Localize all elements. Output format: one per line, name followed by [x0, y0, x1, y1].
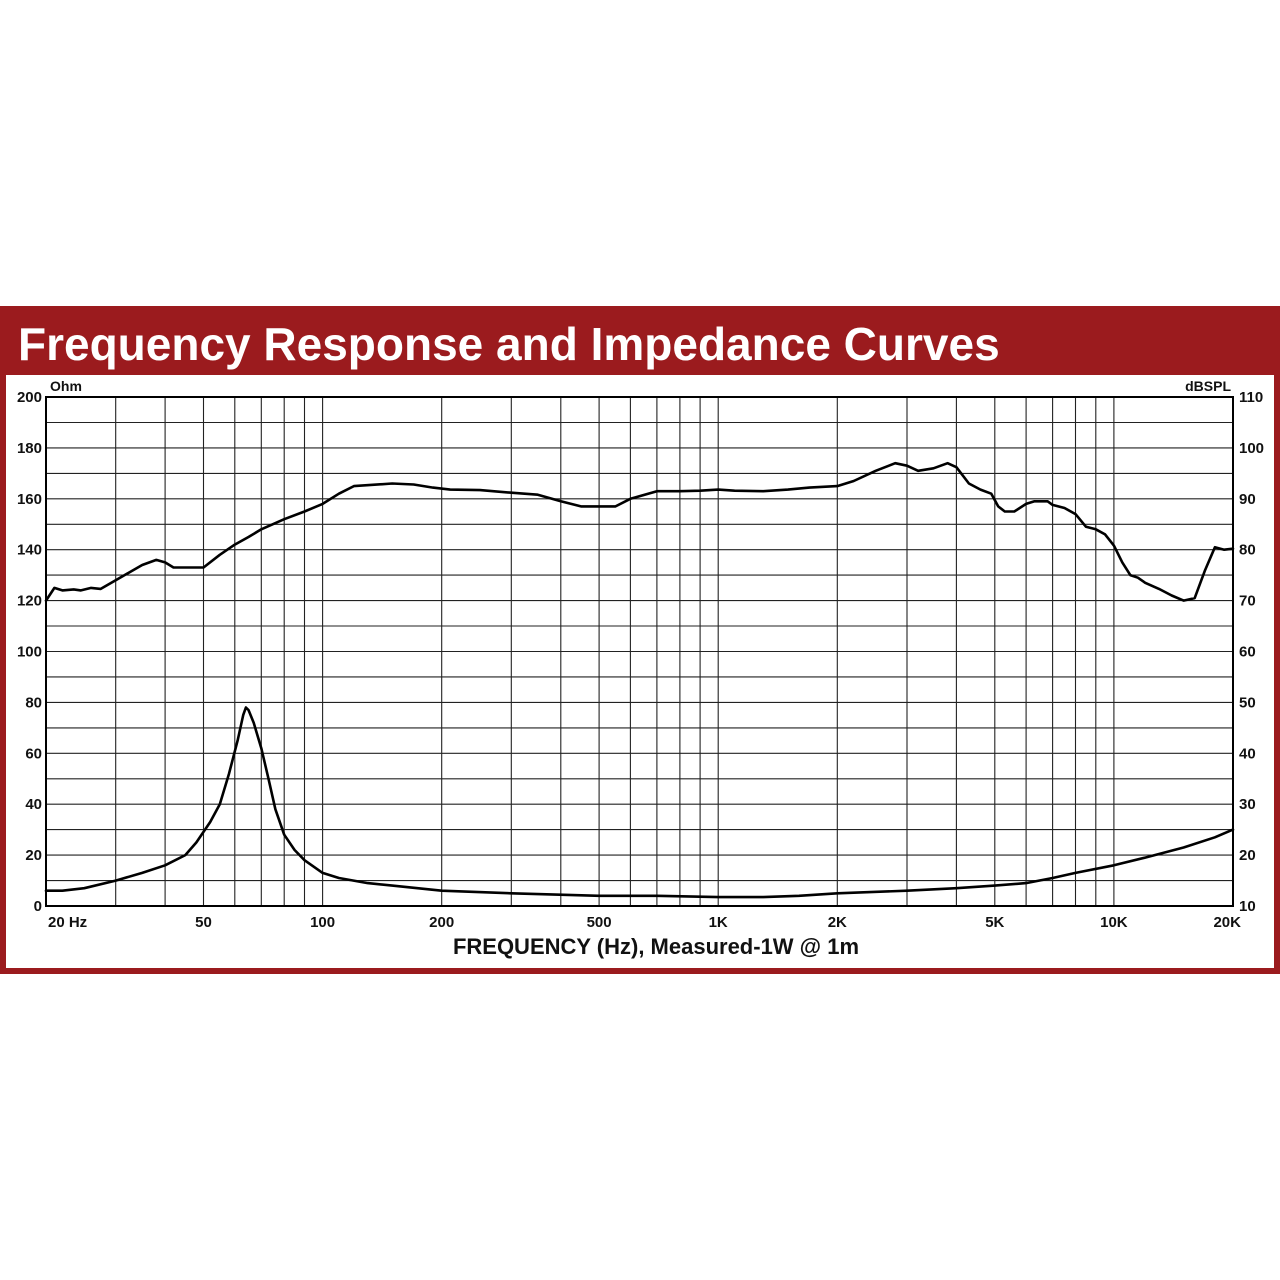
y-right-tick-label: 30 [1239, 796, 1256, 813]
y-right-tick-label: 10 [1239, 898, 1256, 915]
y-right-tick-label: 100 [1239, 440, 1264, 457]
y-left-tick-label: 180 [17, 440, 42, 457]
chart-title: Frequency Response and Impedance Curves [18, 318, 1000, 370]
x-tick-label: 10K [1100, 914, 1128, 931]
y-right-tick-label: 90 [1239, 491, 1256, 508]
y-axis-left-label: Ohm [50, 378, 82, 394]
x-tick-label: 100 [310, 914, 335, 931]
y-right-tick-label: 110 [1239, 389, 1263, 406]
y-right-tick-label: 50 [1239, 694, 1256, 711]
x-tick-label: 200 [429, 914, 454, 931]
y-left-tick-label: 140 [17, 542, 42, 559]
y-left-tick-label: 20 [25, 847, 42, 864]
y-right-tick-label: 70 [1239, 593, 1256, 610]
y-axis-right-label: dBSPL [1185, 378, 1231, 394]
labels: 0 20 40 60 80 100 120 140 160 180 200 10 20 30 40 50 60 7… [17, 389, 1264, 931]
series-layer [44, 461, 1235, 899]
y-left-tick-label: 0 [34, 898, 42, 915]
y-right-tick-label: 40 [1239, 745, 1256, 762]
y-left-tick-label: 160 [17, 491, 42, 508]
x-tick-label: 2K [828, 914, 847, 931]
y-left-tick-label: 100 [17, 644, 42, 661]
y-left-tick-label: 200 [17, 389, 42, 406]
y-right-tick-label: 60 [1239, 644, 1256, 661]
spl-response-curve [44, 461, 1235, 602]
y-left-tick-label: 60 [25, 745, 42, 762]
y-left-tick-label: 80 [25, 694, 42, 711]
chart-panel: 0 20 40 60 80 100 120 140 160 180 200 10 20 30 40 50 60 7… [6, 375, 1274, 968]
frequency-impedance-chart: 0 20 40 60 80 100 120 140 160 180 200 10 20 30 40 50 60 7… [17, 378, 1264, 959]
x-tick-label: 1K [709, 914, 728, 931]
x-tick-label: 20 Hz [48, 914, 87, 931]
grid [46, 397, 1233, 906]
x-tick-label: 5K [985, 914, 1004, 931]
y-right-tick-label: 80 [1239, 542, 1256, 559]
x-tick-label: 50 [195, 914, 212, 931]
y-right-tick-label: 20 [1239, 847, 1256, 864]
plot-border [45, 396, 1234, 907]
chart-frame: Frequency Response and Impedance Curves … [0, 306, 1280, 974]
y-left-tick-label: 120 [17, 593, 42, 610]
impedance-curve [44, 706, 1235, 899]
y-left-tick-label: 40 [25, 796, 42, 813]
x-tick-label: 500 [587, 914, 612, 931]
x-tick-label: 20K [1213, 914, 1241, 931]
x-axis-label: FREQUENCY (Hz), Measured-1W @ 1m [453, 934, 859, 959]
